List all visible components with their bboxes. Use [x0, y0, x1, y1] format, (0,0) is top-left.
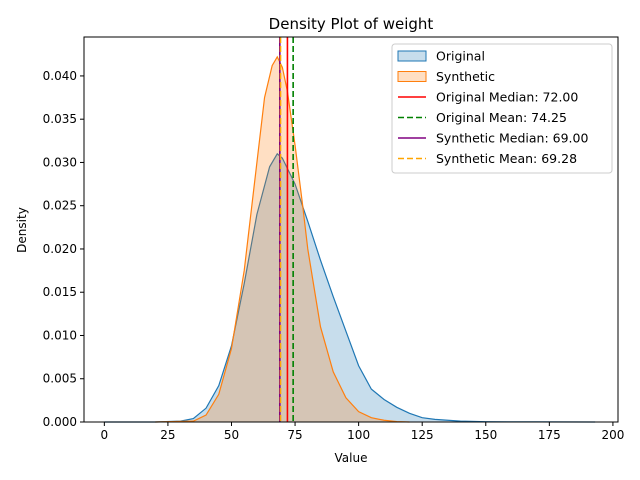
legend-label-synthetic: Synthetic [436, 69, 495, 84]
y-tick-label: 0.030 [43, 155, 77, 169]
legend-label-synthetic-mean-69-28: Synthetic Mean: 69.28 [436, 151, 577, 166]
x-tick-label: 125 [411, 428, 434, 442]
y-tick-label: 0.000 [43, 415, 77, 429]
series-area-synthetic [155, 56, 410, 423]
x-tick-label: 200 [601, 428, 624, 442]
x-axis-label: Value [335, 451, 368, 465]
x-tick-label: 100 [347, 428, 370, 442]
legend-label-synthetic-median-69-00: Synthetic Median: 69.00 [436, 131, 588, 146]
legend-box [391, 43, 613, 174]
y-tick-label: 0.035 [43, 112, 77, 126]
y-tick-label: 0.040 [43, 69, 77, 83]
y-tick-label: 0.020 [43, 242, 77, 256]
series-line-original [104, 152, 596, 423]
x-tick-label: 25 [160, 428, 175, 442]
y-tick-label: 0.005 [43, 372, 77, 386]
y-tick-label: 0.010 [43, 328, 77, 342]
x-tick-label: 0 [101, 428, 109, 442]
legend-swatch-synthetic [397, 71, 427, 82]
chart-title: Density Plot of weight [269, 15, 434, 33]
vline-layer [278, 37, 294, 422]
y-axis-label: Density [15, 207, 29, 253]
legend: Original Synthetic Original Median: 72.00 O… [391, 43, 613, 174]
series-area-original [104, 153, 596, 423]
y-tick-label: 0.025 [43, 199, 77, 213]
plot-frame [83, 36, 619, 423]
legend-label-original-median-72-00: Original Median: 72.00 [436, 90, 578, 105]
x-tick-label: 50 [224, 428, 239, 442]
x-tick-label: 75 [287, 428, 302, 442]
legend-label-original-mean-74-25: Original Mean: 74.25 [436, 110, 567, 125]
legend-label-original: Original [436, 49, 485, 64]
x-tick-label: 150 [474, 428, 497, 442]
axes-layer: 0 25 50 75 100 125 150 175 200 0.000 0.005 0.010 0.0… [43, 36, 624, 442]
y-tick-label: 0.015 [43, 285, 77, 299]
legend-swatch-original [397, 50, 427, 62]
x-tick-label: 175 [538, 428, 561, 442]
